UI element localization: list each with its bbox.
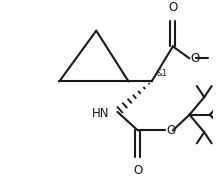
- Text: O: O: [166, 124, 176, 137]
- Text: O: O: [133, 164, 142, 177]
- Text: O: O: [190, 52, 200, 65]
- Text: O: O: [168, 1, 177, 14]
- Text: HN: HN: [92, 107, 109, 120]
- Text: &1: &1: [156, 69, 167, 78]
